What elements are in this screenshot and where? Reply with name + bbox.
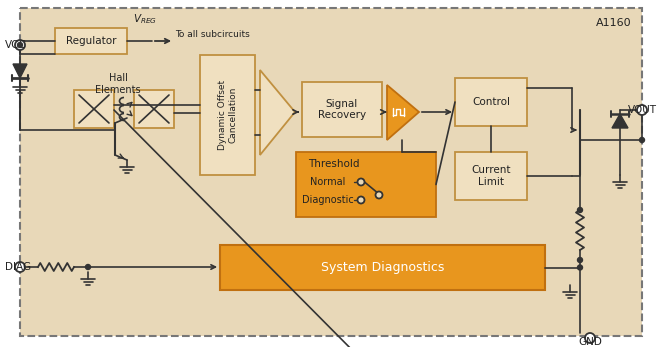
Circle shape [637, 105, 647, 115]
Circle shape [577, 265, 583, 270]
Bar [455, 78, 527, 126]
Bar [55, 28, 127, 54]
Text: VCC: VCC [5, 40, 27, 50]
Circle shape [86, 264, 91, 270]
Text: VOUT: VOUT [628, 105, 657, 115]
Bar [200, 55, 255, 175]
Bar [455, 152, 527, 200]
Bar [296, 152, 436, 217]
Circle shape [577, 208, 583, 212]
Circle shape [577, 257, 583, 262]
Bar [220, 245, 545, 290]
Polygon shape [387, 85, 419, 140]
Text: $V_{REG}$: $V_{REG}$ [133, 12, 157, 26]
Text: Signal
Recovery: Signal Recovery [318, 99, 366, 120]
Text: DIAG: DIAG [5, 262, 31, 272]
Circle shape [585, 333, 595, 343]
Polygon shape [260, 70, 295, 155]
Text: Dynamic Offset
Cancellation: Dynamic Offset Cancellation [218, 80, 237, 150]
Bar [74, 90, 114, 128]
Text: Diagnostic: Diagnostic [302, 195, 354, 205]
Text: Threshold: Threshold [308, 159, 360, 169]
Circle shape [357, 178, 365, 186]
Text: A1160: A1160 [597, 18, 632, 28]
Circle shape [15, 40, 25, 50]
Text: Normal: Normal [310, 177, 345, 187]
Polygon shape [612, 114, 628, 128]
Circle shape [357, 196, 365, 203]
Circle shape [15, 262, 25, 272]
Circle shape [17, 42, 23, 48]
Text: Hall
Elements: Hall Elements [95, 73, 141, 95]
Text: To all subcircuits: To all subcircuits [175, 29, 250, 39]
Text: Control: Control [472, 97, 510, 107]
Bar [134, 90, 174, 128]
Text: Regulator: Regulator [66, 36, 116, 46]
Polygon shape [13, 64, 27, 78]
Bar [302, 82, 382, 137]
Circle shape [640, 137, 644, 143]
Text: GND: GND [578, 337, 602, 347]
Circle shape [375, 192, 383, 198]
Text: Current
Limit: Current Limit [471, 165, 511, 187]
Text: System Diagnostics: System Diagnostics [321, 261, 444, 274]
